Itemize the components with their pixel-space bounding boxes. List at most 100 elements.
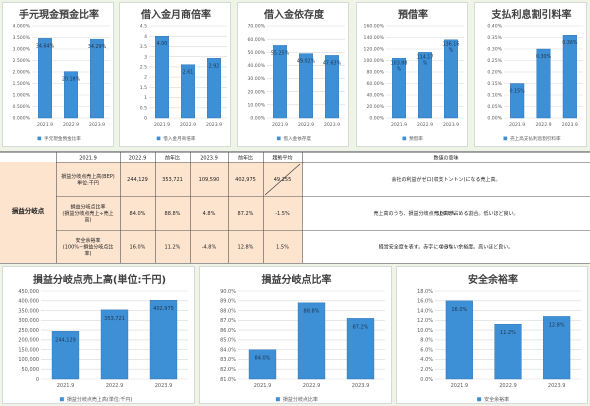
y-tick-label: 1 <box>144 95 147 101</box>
y-tick-label: 82.0% <box>220 367 236 373</box>
legend-label: 借入金月商倍率 <box>163 135 196 142</box>
meaning-cell: 会社の利益がゼロ(収支トントン)になる売上高。 <box>392 176 501 183</box>
legend-label: 損益分岐点売上高(単位:千円) <box>67 396 133 403</box>
bar <box>248 349 277 380</box>
y-tick-label: 100.00% <box>364 58 385 64</box>
legend-label: 売上高支払利息割引料率 <box>510 135 561 142</box>
x-tick-label: 2022.9 <box>63 122 79 128</box>
x-tick-label: 2021.9 <box>391 122 407 128</box>
table-cell: 87.2% <box>238 211 254 217</box>
y-tick-label: 3.000% <box>12 47 30 53</box>
column-header: 2023.9 <box>200 156 218 162</box>
y-tick-label: 89.0% <box>220 299 236 305</box>
y-tick-label: 12.0% <box>417 318 433 324</box>
x-tick-label: 2021.9 <box>57 383 75 389</box>
y-tick-label: 0.05% <box>487 104 502 110</box>
y-tick-label: 10.00% <box>247 102 265 108</box>
y-tick-label: 60.00% <box>247 37 265 43</box>
y-tick-label: 0.0% <box>420 377 433 383</box>
y-tick-label: 70.00% <box>247 24 265 30</box>
chart-safety-margin: 安全余裕率 0.0% 2.0% 4.0% 6.0% 8.0% 10.0% 12.0% 14.0%… <box>396 266 588 404</box>
table-cell: 109,590 <box>199 177 220 183</box>
legend-swatch <box>156 136 161 141</box>
legend-label: 預借率 <box>409 135 423 142</box>
x-tick-label: 2021.9 <box>272 122 288 128</box>
chart-borrow-months: 借入金月商倍率 0 0.5 1 1.5 2 2.5 3 3.5 4 4.5 4.00 2021.9 2.6… <box>119 2 231 147</box>
x-tick-label: 2021.9 <box>451 383 469 389</box>
column-header: 2021.9 <box>79 156 97 162</box>
table-cell: 88.8% <box>165 211 181 217</box>
y-tick-label: 100,000 <box>18 357 39 363</box>
bar-value-label: 87.2% <box>353 324 369 330</box>
y-tick-label: 0.00% <box>250 116 265 122</box>
bar <box>494 324 522 380</box>
bar-value-label: 114.17% <box>417 54 434 66</box>
y-tick-label: 0.40% <box>487 24 502 30</box>
y-tick-label: 3.500% <box>12 35 30 41</box>
y-tick-label: 90.0% <box>220 289 236 295</box>
y-tick-label: 40.00% <box>366 93 384 99</box>
y-tick-label: 20.00% <box>366 104 384 110</box>
y-tick-label: 2.000% <box>12 70 30 76</box>
chart-break-even-ratio: 損益分岐点比率 81.0% 82.0% 83.0% 84.0% 85.0% 86.0% 87.… <box>199 266 392 404</box>
y-tick-label: 2.500% <box>12 58 30 64</box>
table-cell: -1.5% <box>275 211 290 217</box>
y-tick-label: 0.15% <box>487 81 502 87</box>
x-tick-label: 2023.9 <box>89 122 105 128</box>
chart-prepay-ratio: 預借率 0.00% 20.00% 40.00% 60.00% 80.00% 100.00% 1… <box>356 2 468 147</box>
y-tick-label: 1.5 <box>140 85 147 91</box>
column-header: 前年比 <box>238 155 253 162</box>
section-background <box>0 162 56 263</box>
table-cell: 12.8% <box>238 245 254 251</box>
bar-value-label: 402,975 <box>153 306 174 312</box>
table-cell: 11.2% <box>165 245 181 251</box>
row-label: 損益分岐点売上高(BEP)単位:千円 <box>61 173 115 187</box>
y-tick-label: 4.5 <box>140 24 147 30</box>
table-cell: 402,975 <box>235 177 256 183</box>
y-tick-label: 0.5 <box>140 105 147 111</box>
y-tick-label: 300,000 <box>18 318 39 324</box>
bar-value-label: 0.30% <box>536 54 552 60</box>
y-tick-label: 2.5 <box>140 64 147 70</box>
bar-value-label: 244,129 <box>55 337 76 343</box>
meaning-cell: 経営安全度を表す。赤字にならない余裕度。高いほど良い。 <box>379 244 514 251</box>
bar-value-label: 16.0% <box>451 307 467 313</box>
chart-break-even-sales: 損益分岐点売上高(単位:千円) 0 50,000 100,000 150,000 200,… <box>2 266 195 404</box>
bar-value-label: 4.00 <box>157 41 168 47</box>
y-tick-label: 0 <box>144 116 147 122</box>
y-tick-label: 10.0% <box>417 328 433 334</box>
row-label: 損益分岐点比率(損益分岐点売上÷売上高) <box>62 204 113 224</box>
x-tick-label: 2021.9 <box>509 122 525 128</box>
meaning-cell: 売上高のうち、損益分岐点売上高が占める割合。低いほど良い。 <box>373 210 518 217</box>
x-tick-label: 2022.9 <box>180 122 196 128</box>
table-cell: 16.0% <box>130 245 146 251</box>
y-tick-label: 0.20% <box>487 70 502 76</box>
x-tick-label: 2022.9 <box>499 383 517 389</box>
legend-swatch <box>59 397 64 402</box>
bar <box>51 331 80 380</box>
chart-title: 借入金依存度 <box>263 8 325 21</box>
chart-svg: 預借率 0.00% 20.00% 40.00% 60.00% 80.00% 100.00% 1… <box>364 8 464 142</box>
table-cell: 1.5% <box>276 245 289 251</box>
table-cell: 244,129 <box>127 177 148 183</box>
chart-interest-ratio: 支払利息割引料率 0.00% 0.05% 0.10% 0.15% 0.20% 0.25% 0.… <box>474 2 587 147</box>
y-tick-label: 16.0% <box>417 299 433 305</box>
y-tick-label: 0.500% <box>12 104 30 110</box>
x-tick-label: 2023.9 <box>206 122 222 128</box>
bar-value-label: 88.8% <box>304 309 320 315</box>
y-tick-label: 1.500% <box>12 81 30 87</box>
bar <box>100 309 129 380</box>
y-tick-label: 88.0% <box>220 308 236 314</box>
x-tick-label: 2021.9 <box>154 122 170 128</box>
legend-swatch <box>276 136 281 141</box>
y-tick-label: 120.00% <box>364 47 385 53</box>
x-tick-label: 2022.9 <box>303 383 321 389</box>
y-tick-label: 400,000 <box>18 299 39 305</box>
y-tick-label: 200,000 <box>18 338 39 344</box>
bar <box>445 300 473 380</box>
x-tick-label: 2023.9 <box>155 383 173 389</box>
x-tick-label: 2023.9 <box>324 122 340 128</box>
bar <box>149 299 178 380</box>
y-tick-label: 8.0% <box>420 338 433 344</box>
